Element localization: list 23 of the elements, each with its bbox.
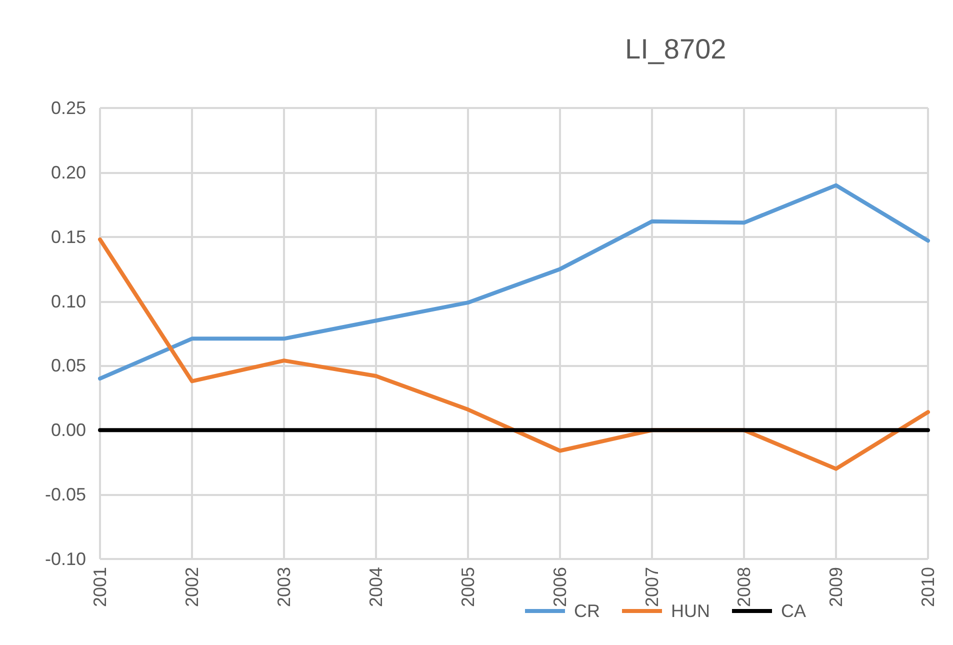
y-tick-label: 0.25 bbox=[50, 98, 86, 118]
x-tick-label: 2001 bbox=[90, 567, 110, 608]
y-tick-label: 0.20 bbox=[50, 162, 86, 182]
x-tick-label: 2010 bbox=[918, 567, 938, 608]
y-tick-label: 0.05 bbox=[50, 356, 86, 376]
x-tick-label: 2005 bbox=[458, 567, 478, 608]
x-tick-label: 2007 bbox=[642, 567, 662, 608]
line-series bbox=[98, 183, 930, 381]
y-tick-label: 0.00 bbox=[50, 420, 86, 440]
x-tick-label: 2004 bbox=[366, 567, 386, 608]
x-tick-label: 2006 bbox=[550, 567, 570, 608]
x-tick-label: 2003 bbox=[274, 567, 294, 608]
legend-label: HUN bbox=[671, 601, 710, 621]
y-tick-label: -0.05 bbox=[44, 484, 86, 505]
x-tick-label: 2008 bbox=[734, 567, 754, 608]
y-tick-label: 0.15 bbox=[50, 226, 86, 247]
y-tick-label: 0.10 bbox=[50, 291, 86, 312]
x-tick-label: 2002 bbox=[182, 567, 202, 608]
chart-title: LI_8702 bbox=[625, 34, 726, 64]
legend-label: CR bbox=[574, 601, 600, 621]
x-tick-label: 2009 bbox=[826, 567, 846, 608]
y-tick-label: -0.10 bbox=[44, 549, 86, 569]
legend-label: CA bbox=[780, 601, 806, 621]
